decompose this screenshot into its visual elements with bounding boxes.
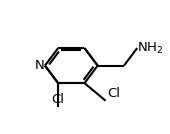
Text: Cl: Cl [52,93,65,106]
Text: Cl: Cl [107,87,120,100]
Text: N: N [35,59,44,72]
Text: NH$_2$: NH$_2$ [137,40,164,56]
